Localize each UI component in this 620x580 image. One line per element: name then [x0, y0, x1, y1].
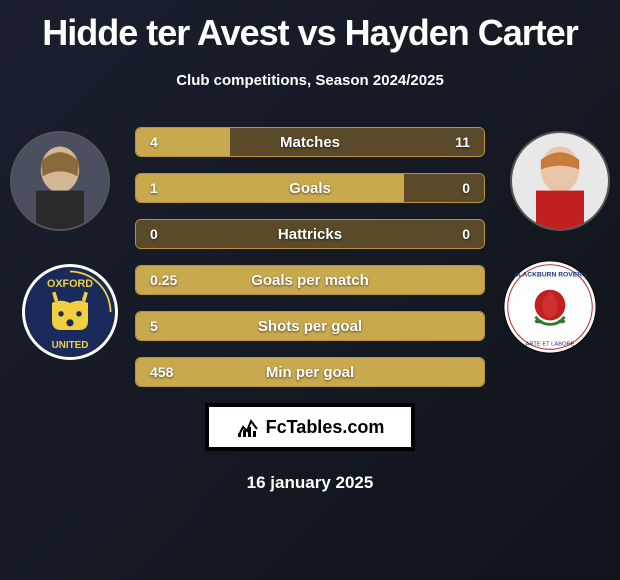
stat-bar: 458Min per goal [135, 357, 485, 387]
player-silhouette-icon [12, 133, 108, 229]
stat-bar: 5Shots per goal [135, 311, 485, 341]
blackburn-rovers-icon: BLACKBURN ROVERS ARTE ET LABORE [502, 259, 598, 355]
stat-label: Min per goal [136, 358, 484, 386]
stat-label: Shots per goal [136, 312, 484, 340]
svg-text:BLACKBURN ROVERS: BLACKBURN ROVERS [513, 271, 587, 278]
brand-box: FcTables.com [205, 403, 415, 451]
stat-label: Matches [136, 128, 484, 156]
brand-chart-icon [236, 415, 260, 439]
svg-text:UNITED: UNITED [52, 340, 89, 351]
subtitle: Club competitions, Season 2024/2025 [0, 72, 620, 89]
player-right-avatar [510, 131, 610, 231]
date-label: 16 january 2025 [0, 473, 620, 493]
stat-bar: 0Hattricks0 [135, 219, 485, 249]
comparison-bars: 4Matches111Goals00Hattricks00.25Goals pe… [135, 119, 485, 387]
stat-label: Hattricks [136, 220, 484, 248]
stat-bar: 0.25Goals per match [135, 265, 485, 295]
brand-label: FcTables.com [266, 417, 385, 438]
club-left-badge: OXFORD UNITED [22, 264, 118, 360]
player-left-avatar [10, 131, 110, 231]
stat-bar: 1Goals0 [135, 173, 485, 203]
stat-value-right: 0 [462, 220, 470, 248]
page-title: Hidde ter Avest vs Hayden Carter [0, 0, 620, 54]
svg-text:ARTE ET LABORE: ARTE ET LABORE [526, 341, 575, 347]
player-silhouette-icon [512, 133, 608, 229]
stat-label: Goals per match [136, 266, 484, 294]
svg-text:OXFORD: OXFORD [47, 278, 93, 290]
comparison-area: OXFORD UNITED BLACKBURN ROVERS ARTE ET L… [0, 119, 620, 493]
stat-label: Goals [136, 174, 484, 202]
infographic-container: Hidde ter Avest vs Hayden Carter Club co… [0, 0, 620, 580]
oxford-united-icon: OXFORD UNITED [25, 267, 115, 357]
stat-value-right: 0 [462, 174, 470, 202]
stat-value-right: 11 [455, 128, 470, 156]
club-right-badge: BLACKBURN ROVERS ARTE ET LABORE [502, 259, 598, 355]
stat-bar: 4Matches11 [135, 127, 485, 157]
